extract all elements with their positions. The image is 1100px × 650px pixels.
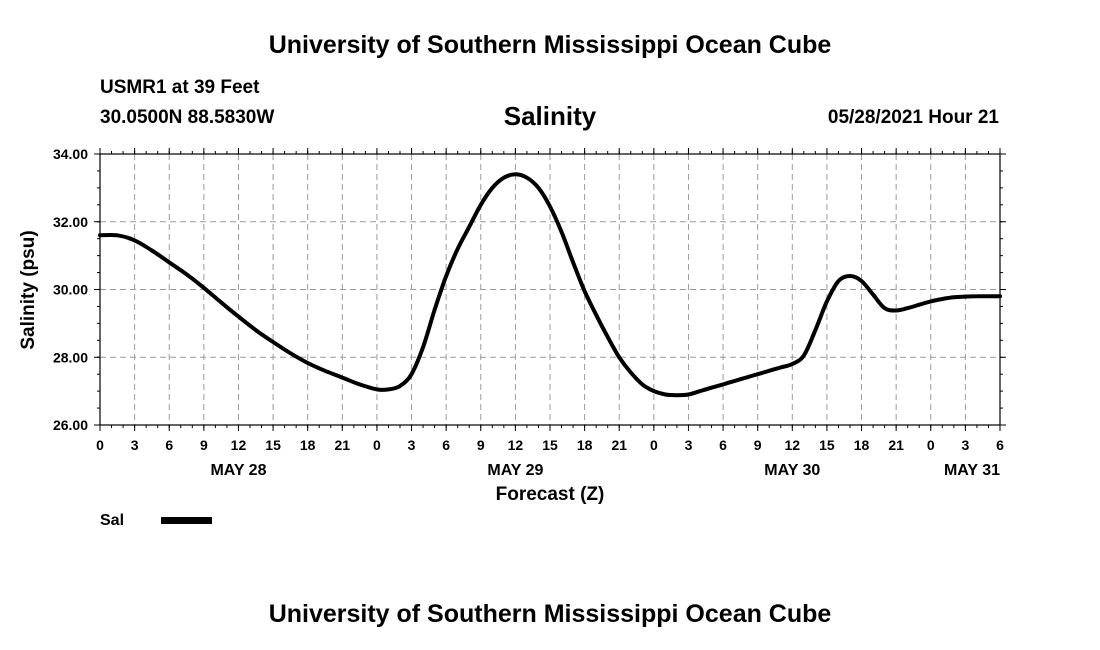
grid	[100, 154, 1000, 425]
x-tick-label: 21	[335, 437, 351, 453]
x-axis-title: Forecast (Z)	[496, 484, 605, 505]
date-label: MAY 29	[487, 462, 543, 479]
x-tick-label: 3	[131, 437, 139, 453]
date-label: MAY 31	[944, 462, 1000, 479]
y-tick-label: 30.00	[53, 282, 88, 298]
forecast-run-time: 05/28/2021 Hour 21	[827, 107, 999, 128]
page-title: University of Southern Mississippi Ocean…	[268, 31, 832, 59]
chart-title: Salinity	[503, 101, 597, 131]
x-tick-label: 18	[577, 437, 593, 453]
x-tick-labels: 0 3 6 9 12 15 18 21 0 3 6 9 12 15 18 21 0 3 6 9 12 15 18 21 0 3 6	[96, 437, 1004, 453]
x-tick-label: 6	[165, 437, 173, 453]
x-tick-label: 12	[508, 437, 524, 453]
x-tick-label: 15	[819, 437, 835, 453]
x-tick-label: 9	[477, 437, 485, 453]
date-label: MAY 28	[210, 462, 266, 479]
x-tick-label: 3	[408, 437, 416, 453]
x-tick-label: 6	[719, 437, 727, 453]
plot-frame	[99, 153, 1001, 426]
x-tick-label: 12	[231, 437, 247, 453]
x-tick-label: 18	[854, 437, 870, 453]
x-tick-label: 21	[888, 437, 904, 453]
legend-swatch	[161, 517, 212, 524]
y-axis-title: Salinity (psu)	[18, 230, 39, 349]
x-tick-label: 12	[785, 437, 801, 453]
x-tick-label: 3	[685, 437, 693, 453]
y-tick-label: 32.00	[53, 214, 88, 230]
x-tick-label: 0	[373, 437, 381, 453]
legend-label: Sal	[100, 512, 124, 529]
station-coordinates: 30.0500N 88.5830W	[100, 107, 275, 128]
x-tick-label: 0	[927, 437, 935, 453]
x-tick-label: 6	[996, 437, 1004, 453]
y-tick-label: 34.00	[53, 146, 88, 162]
x-tick-label: 0	[96, 437, 104, 453]
y-tick-label: 26.00	[53, 417, 88, 433]
x-tick-label: 21	[611, 437, 627, 453]
footer-title: University of Southern Mississippi Ocean…	[268, 600, 832, 628]
x-tick-label: 15	[265, 437, 281, 453]
x-tick-label: 6	[442, 437, 450, 453]
date-label: MAY 30	[764, 462, 820, 479]
date-labels: MAY 28 MAY 29 MAY 30 MAY 31	[210, 462, 1000, 479]
y-tick-label: 28.00	[53, 349, 88, 365]
y-tick-labels: 26.00 28.00 30.00 32.00 34.00	[53, 146, 88, 433]
salinity-series-line	[98, 172, 1002, 398]
x-tick-label: 3	[961, 437, 969, 453]
x-tick-label: 15	[542, 437, 558, 453]
station-label: USMR1 at 39 Feet	[100, 77, 260, 98]
x-tick-label: 9	[200, 437, 208, 453]
x-tick-label: 9	[754, 437, 762, 453]
legend: Sal	[100, 512, 212, 529]
x-tick-label: 18	[300, 437, 316, 453]
x-tick-label: 0	[650, 437, 658, 453]
